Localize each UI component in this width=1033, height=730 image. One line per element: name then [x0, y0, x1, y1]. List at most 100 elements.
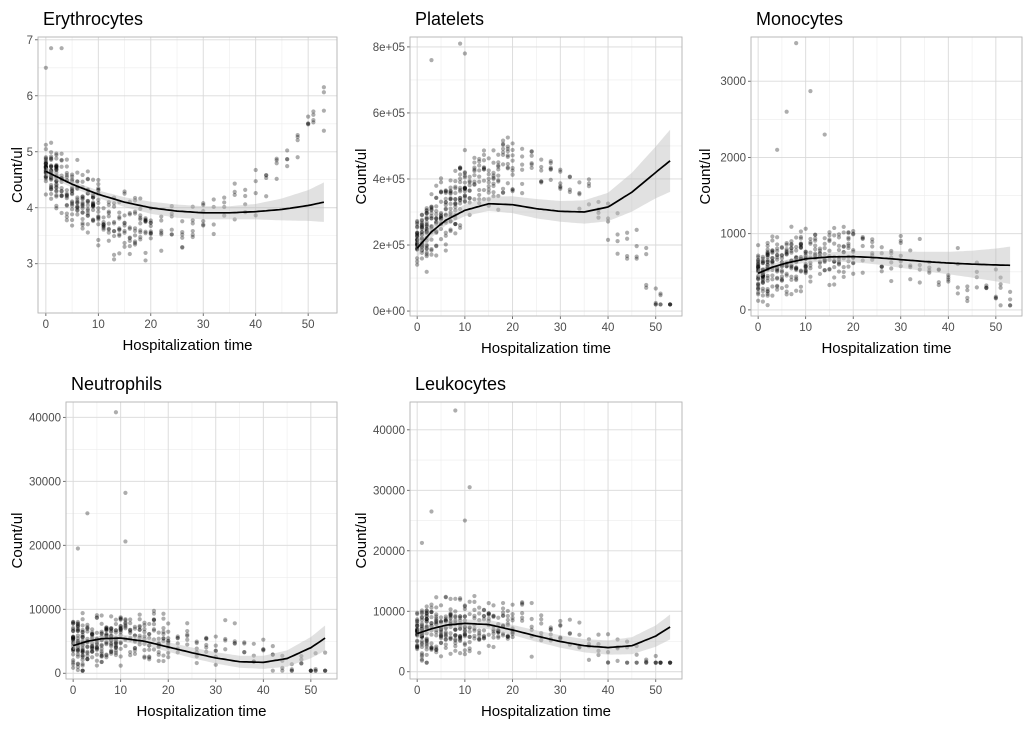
data-point	[75, 646, 80, 652]
data-point	[132, 209, 138, 214]
data-point	[54, 163, 59, 168]
data-point	[424, 243, 429, 249]
data-point	[539, 179, 544, 184]
data-point	[448, 607, 453, 612]
data-point	[424, 229, 429, 234]
data-point	[558, 635, 563, 640]
data-point	[458, 201, 463, 206]
data-point	[789, 245, 794, 251]
data-point	[908, 265, 913, 270]
data-point	[64, 218, 69, 223]
data-point	[85, 176, 90, 182]
data-point	[491, 631, 496, 636]
data-point	[285, 148, 290, 153]
data-point	[424, 252, 429, 257]
data-point	[756, 263, 761, 268]
data-point	[486, 619, 491, 624]
data-point	[510, 631, 515, 637]
data-point	[453, 190, 458, 196]
data-point	[122, 244, 127, 249]
data-point	[784, 252, 789, 257]
data-point	[434, 633, 439, 638]
data-point	[462, 186, 467, 191]
data-point	[289, 668, 294, 673]
y-tick-label: 30000	[373, 485, 405, 497]
data-point	[605, 216, 611, 221]
data-point	[85, 644, 90, 649]
data-point	[251, 653, 256, 658]
data-point	[148, 230, 153, 235]
data-point	[779, 269, 785, 275]
y-tick-label: 0e+00	[373, 306, 405, 318]
data-point	[808, 240, 813, 245]
data-point	[75, 623, 80, 628]
outlier-point	[123, 490, 128, 495]
data-point	[443, 212, 448, 217]
data-point	[756, 257, 761, 262]
data-point	[85, 191, 90, 196]
data-point	[64, 202, 69, 208]
data-point	[832, 233, 837, 238]
data-point	[242, 650, 247, 655]
data-point	[889, 266, 894, 271]
data-point	[803, 251, 808, 256]
data-point	[280, 653, 285, 658]
data-point	[99, 646, 104, 651]
data-point	[71, 628, 76, 634]
data-point	[644, 657, 649, 662]
data-point	[270, 652, 275, 657]
data-point	[438, 210, 444, 216]
data-point	[80, 657, 85, 662]
data-point	[496, 635, 501, 640]
data-point	[429, 248, 434, 253]
data-point	[438, 199, 444, 204]
data-point	[69, 172, 75, 177]
panel-platelets: 0 10 20 30 40 500e+002e+054e+056e+058e+05Plat…	[353, 9, 683, 357]
data-point	[54, 164, 59, 169]
data-point	[424, 640, 429, 646]
data-point	[117, 210, 122, 215]
data-point	[841, 269, 846, 275]
data-point	[132, 240, 138, 246]
data-point	[321, 85, 326, 90]
data-point	[213, 648, 218, 653]
data-point	[443, 206, 448, 211]
data-point	[75, 667, 80, 673]
data-point	[59, 193, 64, 199]
data-point	[143, 219, 148, 224]
data-point	[59, 157, 64, 163]
data-point	[415, 233, 420, 238]
data-point	[64, 203, 69, 208]
data-point	[467, 649, 472, 654]
data-point	[870, 253, 875, 258]
data-point	[185, 642, 190, 647]
data-point	[308, 668, 313, 673]
data-point	[80, 650, 85, 655]
data-point	[760, 254, 765, 259]
data-point	[80, 668, 85, 673]
data-point	[615, 232, 620, 237]
data-point	[472, 165, 477, 170]
data-point	[605, 632, 611, 637]
data-point	[462, 180, 467, 185]
data-point	[434, 646, 439, 651]
data-point	[429, 252, 434, 257]
data-point	[998, 282, 1003, 287]
data-point	[481, 167, 487, 172]
data-point	[756, 264, 761, 269]
data-point	[817, 251, 823, 256]
data-point	[496, 630, 501, 635]
data-point	[419, 614, 425, 619]
data-point	[156, 649, 161, 655]
data-point	[94, 663, 100, 668]
data-point	[438, 216, 444, 221]
data-point	[760, 280, 765, 285]
data-point	[429, 624, 434, 629]
data-point	[462, 632, 467, 637]
data-point	[132, 626, 138, 631]
data-point	[458, 197, 463, 203]
data-point	[946, 277, 951, 282]
data-point	[169, 204, 174, 209]
data-point	[917, 280, 922, 285]
data-point	[75, 186, 80, 191]
